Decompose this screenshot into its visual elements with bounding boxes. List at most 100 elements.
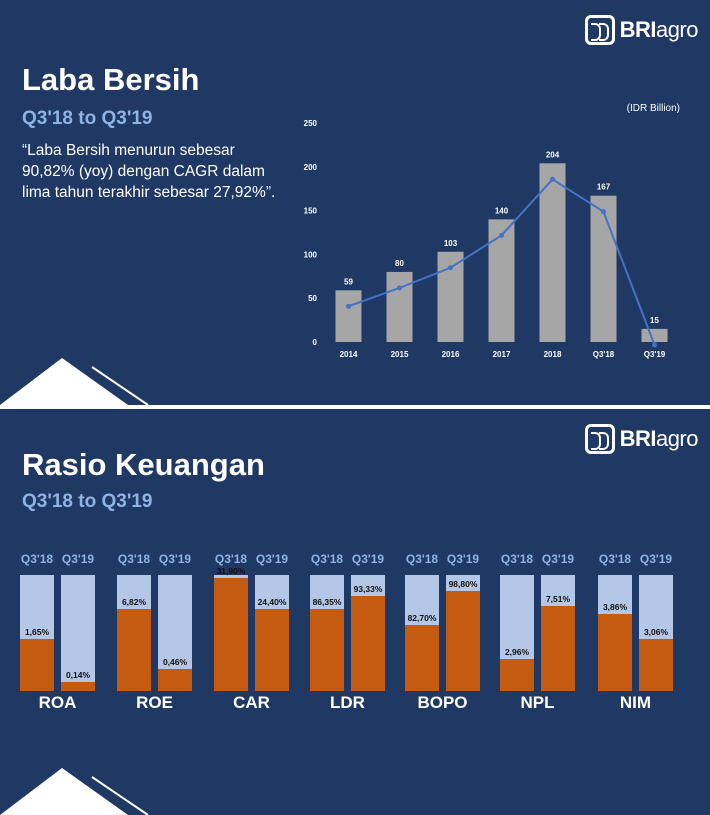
period-label: Q3'18 [500,552,534,566]
period-label: Q3'18 [20,552,54,566]
line-point [346,303,351,309]
x-tick-label: 2015 [391,350,409,359]
ratio-value-label: 2,96% [504,646,530,657]
ratio-column: 24,40% [255,575,289,691]
y-tick-label: 200 [304,163,318,172]
ratio-fill [446,591,480,691]
data-label: 80 [395,259,404,268]
ratio-column: 6,82% [117,575,151,691]
data-label: 15 [650,316,659,325]
ratio-value-label: 98,80% [448,579,478,590]
period-label: Q3'19 [639,552,673,566]
ratio-group-npl: Q3'18 2,96% Q3'19 7,51% [500,552,575,691]
ratio-name-npl: NPL [520,693,555,712]
slide-rasio-keuangan: BRIagro Rasio Keuangan Q3'18 to Q3'19 Q3… [0,409,710,815]
x-tick-label: 2017 [493,350,511,359]
ratio-column: 82,70% [405,575,439,691]
ratio-name-roe: ROE [136,693,173,712]
ratio-value-label: 6,82% [121,596,147,607]
bar [641,328,668,342]
ratio-fill [117,608,151,691]
data-label: 140 [495,206,509,215]
ratio-fill [541,606,575,691]
ratio-value-label: 93,33% [353,583,383,594]
period-label: Q3'18 [117,552,151,566]
ratio-group-bopo: Q3'18 82,70% Q3'19 98,80% [405,552,480,691]
line-point [550,176,555,182]
ratio-group-nim: Q3'18 3,86% Q3'19 3,06% [598,552,673,691]
ratio-value-label: 7,51% [545,594,571,605]
period-label: Q3'19 [351,552,385,566]
period-label: Q3'19 [158,552,192,566]
line-point [448,265,453,271]
period-label: Q3'19 [255,552,289,566]
page-title: Rasio Keuangan [22,447,265,482]
ratio-group-car: Q3'18 31,90% Q3'19 24,40% [214,552,289,691]
data-label: 59 [344,277,353,286]
y-tick-label: 100 [304,250,318,259]
y-tick-label: 150 [304,207,318,216]
x-tick-label: Q3'19 [644,350,666,359]
ratio-fill [351,595,385,691]
brand-logo: BRIagro [584,12,699,48]
ratio-fill [598,614,632,691]
x-tick-label: 2018 [544,350,562,359]
ratio-column: 31,90% [214,566,248,691]
page-subtitle: Q3'18 to Q3'19 [22,491,153,512]
ratio-name-bopo: BOPO [417,693,468,712]
ratio-fill [500,658,534,691]
laba-bersih-chart: (IDR Billion) 0 50 100 150 200 250 59 2014 80 2015… [304,103,680,359]
ratio-fill [310,608,344,691]
data-label: 167 [597,183,611,192]
y-tick-label: 0 [313,338,318,347]
logo-text-regular: agro [655,426,699,451]
x-tick-label: 2014 [340,350,358,359]
page-subtitle: Q3'18 to Q3'19 [22,108,153,129]
ratio-column: 98,80% [446,575,480,691]
ratio-name-ldr: LDR [330,693,365,712]
bar [386,271,413,342]
line-point [397,285,402,291]
period-label: Q3'19 [61,552,95,566]
decorative-triangle [0,358,149,405]
bri-logo-icon [584,424,615,454]
ratio-column: 1,65% [20,575,54,691]
ratio-column: 3,06% [639,575,673,691]
ratio-value-label: 31,90% [216,566,246,577]
logo-text-regular: agro [655,17,699,42]
ratio-value-label: 24,40% [257,596,287,607]
decorative-triangle [0,768,149,815]
ratio-column: 0,46% [158,575,192,691]
brand-logo: BRIagro [584,421,699,457]
bar [590,195,617,342]
period-label: Q3'19 [541,552,575,566]
data-label: 204 [546,150,560,159]
ratio-name-car: CAR [233,693,270,712]
ratio-value-label: 86,35% [312,596,342,607]
ratio-group-roa: Q3'18 1,65% Q3'19 0,14% [20,552,95,691]
x-tick-label: 2016 [442,350,460,359]
ratio-value-label: 1,65% [24,626,50,637]
ratio-name-nim: NIM [619,693,652,712]
ratio-fill [405,624,439,691]
bri-logo-icon [584,15,615,45]
period-label: Q3'18 [310,552,344,566]
ratio-column: 7,51% [541,575,575,691]
ratio-name-roa: ROA [38,693,77,712]
ratio-fill [255,608,289,691]
page-title: Laba Bersih [22,62,200,97]
line-point [601,209,606,215]
ratio-fill [20,638,54,691]
ratio-value-label: 3,06% [643,626,669,637]
ratio-fill [214,578,248,691]
period-label: Q3'18 [405,552,439,566]
period-label: Q3'19 [446,552,480,566]
ratio-column: 93,33% [351,575,385,691]
quote-text: “Laba Bersih menurun sebesar 90,82% (yoy… [22,142,276,201]
ratio-value-label: 3,86% [602,602,628,613]
ratio-column: 3,86% [598,575,632,691]
unit-label: (IDR Billion) [627,103,680,114]
ratio-value-label: 0,46% [162,656,188,667]
line-point [499,232,504,238]
ratio-fill [158,668,192,691]
